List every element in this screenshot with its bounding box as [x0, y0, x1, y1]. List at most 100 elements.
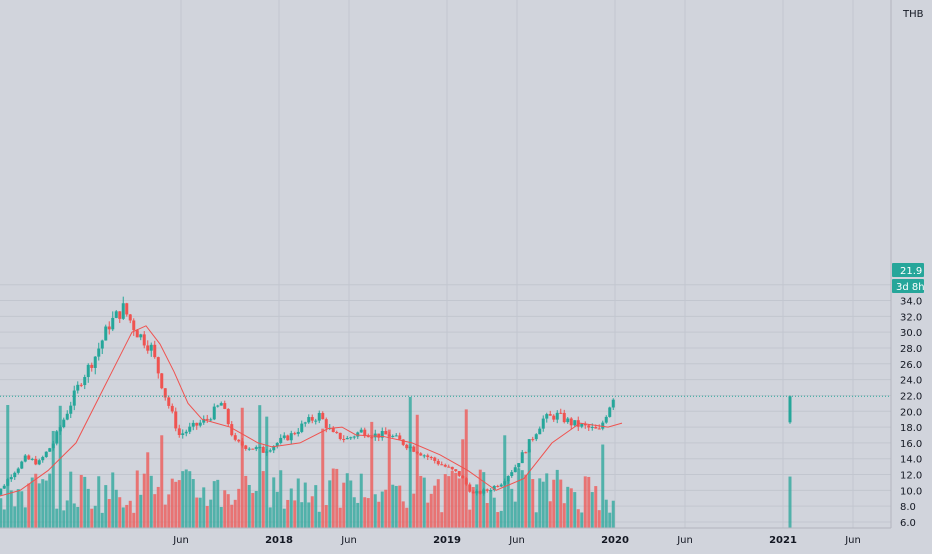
volume-bar	[303, 482, 307, 528]
volume-bar	[464, 409, 468, 528]
volume-bar	[419, 475, 423, 528]
volume-bar	[573, 492, 577, 528]
volume-bar	[174, 481, 178, 528]
volume-bar	[534, 512, 538, 528]
candle-body	[244, 445, 248, 449]
volume-bar	[219, 506, 223, 528]
time-axis[interactable]: Jun2018Jun2019Jun2020Jun2021Jun2022Jun	[172, 535, 932, 546]
volume-bar	[48, 473, 52, 528]
volume-bar	[223, 490, 227, 528]
candle-body	[552, 415, 556, 420]
candle-body	[447, 466, 451, 468]
volume-bar	[177, 480, 181, 528]
candle-body	[398, 435, 402, 440]
volume-bar	[450, 470, 454, 528]
volume-bar	[398, 485, 402, 528]
candle-body	[471, 491, 475, 494]
candle-body	[254, 447, 258, 450]
candle-body	[559, 412, 563, 414]
volume-bar	[90, 508, 94, 528]
candle-body	[524, 452, 528, 454]
candle-body	[2, 485, 6, 489]
candle-body	[412, 446, 416, 452]
volume-bar	[65, 500, 69, 528]
candle-body	[258, 446, 262, 448]
x-tick-label: 2020	[601, 535, 629, 546]
candle-body	[482, 489, 486, 494]
candle-body	[594, 426, 598, 429]
candle-body	[604, 416, 608, 423]
candle-body	[216, 405, 220, 407]
volume-bar	[30, 477, 34, 528]
volume-bar	[72, 503, 76, 528]
candle-body	[370, 437, 374, 439]
y-tick-label: 32.0	[900, 312, 922, 323]
volume-bar	[604, 499, 608, 528]
y-tick-label: 14.0	[900, 455, 922, 466]
candle-body	[541, 418, 545, 429]
volume-bar	[275, 491, 279, 528]
volume-bar	[338, 507, 342, 528]
candle-body	[499, 484, 503, 487]
candle-body	[335, 432, 339, 434]
candle-body	[58, 427, 62, 432]
volume-bar	[328, 480, 332, 528]
candle-body	[289, 433, 293, 441]
volume-bar	[363, 497, 367, 528]
volume-bar	[457, 478, 461, 528]
candle-body	[555, 412, 559, 420]
volume-bar	[538, 478, 542, 528]
x-tick-label: 2019	[433, 535, 461, 546]
volume-bar	[139, 494, 143, 528]
candle-body	[251, 448, 255, 450]
volume-bar	[408, 396, 412, 528]
candle-body	[265, 451, 269, 453]
volume-bar	[394, 485, 398, 528]
candle-body	[415, 451, 419, 454]
countdown-badge: 3d 8h	[892, 279, 925, 293]
candle-body	[149, 344, 153, 351]
volume-bar	[282, 508, 286, 528]
volume-bar	[247, 484, 251, 528]
candle-body	[86, 364, 90, 378]
candlesticks	[0, 296, 792, 496]
candle-body	[184, 431, 188, 434]
candle-body	[429, 457, 433, 459]
volume-bar	[415, 414, 419, 528]
volume-bar	[321, 428, 325, 528]
x-tick-label: Jun	[844, 535, 861, 546]
volume-bar	[489, 490, 493, 528]
candle-body	[237, 439, 241, 442]
candle-body	[0, 488, 3, 495]
volume-bar	[611, 500, 615, 528]
ma-line	[0, 325, 623, 497]
candle-body	[545, 414, 549, 419]
y-tick-label: 26.0	[900, 360, 922, 371]
volume-bar	[499, 510, 503, 528]
volume-bar	[62, 510, 66, 528]
candle-body	[23, 455, 27, 462]
candle-body	[436, 460, 440, 465]
volume-bar	[27, 483, 31, 528]
volume-bar	[184, 469, 188, 528]
candle-body	[174, 411, 178, 429]
volume-bar	[293, 500, 297, 528]
volume-bar	[590, 492, 594, 528]
volume-bar	[517, 468, 521, 528]
candle-body	[114, 311, 118, 318]
volume-bar	[300, 502, 304, 528]
volume-bar	[475, 484, 479, 528]
volume-bar	[244, 475, 248, 528]
volume-bar	[569, 488, 573, 528]
candle-body	[128, 314, 132, 321]
candle-body	[573, 420, 577, 426]
volume-bar	[100, 512, 104, 528]
volume-bar	[541, 481, 545, 528]
candle-body	[233, 435, 237, 440]
candle-body	[9, 477, 13, 480]
volume-bar	[76, 506, 80, 528]
volume-bar	[125, 504, 129, 528]
last-price-badge: 21.9	[892, 263, 924, 277]
